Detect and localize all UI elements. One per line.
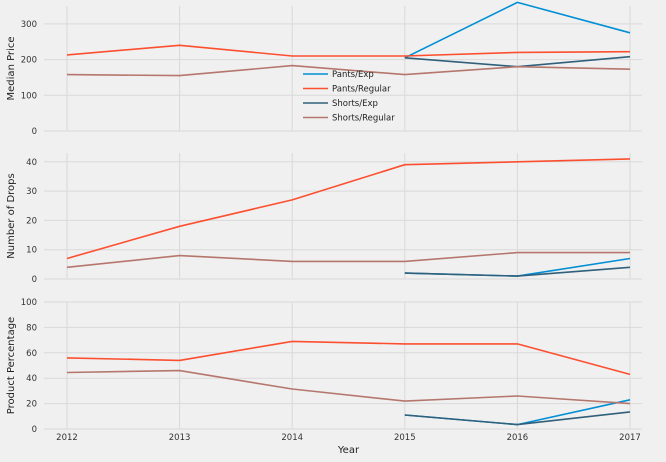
series-line-shorts-exp — [404, 411, 631, 426]
panel-number-of-drops: 0 10 20 30 40 Number of Drops — [6, 153, 642, 285]
y-tick-label: 200 — [21, 56, 37, 66]
x-tick-label: 2016 — [507, 433, 529, 443]
y-tick-label: 20 — [26, 216, 37, 226]
y-tick-label: 0 — [32, 127, 37, 137]
series-line-shorts-exp — [404, 266, 631, 277]
series-line-pants-regular — [66, 158, 631, 260]
x-tick-label: 2012 — [56, 433, 78, 443]
grid — [44, 6, 642, 132]
x-tick-label: 2014 — [281, 433, 303, 443]
y-tick-label: 40 — [26, 158, 37, 168]
legend-label-shorts-exp: Shorts/Exp — [332, 99, 378, 109]
y-tick-label: 10 — [26, 246, 37, 256]
y-tick-label: 30 — [26, 187, 37, 197]
y-tick-label: 60 — [26, 349, 37, 359]
y-tick-label: 300 — [21, 20, 37, 30]
legend-label-shorts-regular: Shorts/Regular — [332, 114, 395, 124]
panel-product-percentage: 0 20 40 60 80 100 Product Percentage 2012 2013 20… — [6, 298, 642, 456]
y-axis-label: Median Price — [6, 37, 17, 101]
y-tick-label: 100 — [21, 91, 37, 101]
x-axis-label: Year — [337, 445, 360, 456]
legend: Pants/Exp Pants/Regular Shorts/Exp Shorts/R… — [303, 70, 395, 124]
y-tick-label: 100 — [21, 298, 37, 308]
series-line-shorts-regular — [66, 251, 630, 269]
series-line-shorts-regular — [66, 369, 631, 405]
x-tick-label: 2013 — [169, 433, 191, 443]
y-tick-label: 20 — [26, 400, 37, 410]
y-tick-label: 0 — [32, 275, 37, 285]
y-tick-label: 0 — [32, 425, 37, 435]
legend-label-pants-regular: Pants/Regular — [332, 85, 391, 95]
series-line-shorts-regular — [66, 64, 631, 77]
x-tick-label: 2015 — [394, 433, 416, 443]
legend-label-pants-exp: Pants/Exp — [332, 70, 374, 80]
y-tick-label: 40 — [26, 374, 37, 384]
x-tick-label: 2017 — [619, 433, 641, 443]
series-line-pants-regular — [66, 44, 631, 57]
series-line-pants-regular — [66, 340, 631, 376]
y-axis-label: Number of Drops — [6, 173, 17, 258]
y-axis-label: Product Percentage — [6, 317, 17, 414]
y-tick-label: 80 — [26, 323, 37, 333]
grid — [44, 301, 642, 430]
series-line-pants-exp — [404, 1, 631, 59]
panel-median-price: 0 100 200 300 Median Price — [6, 1, 642, 137]
